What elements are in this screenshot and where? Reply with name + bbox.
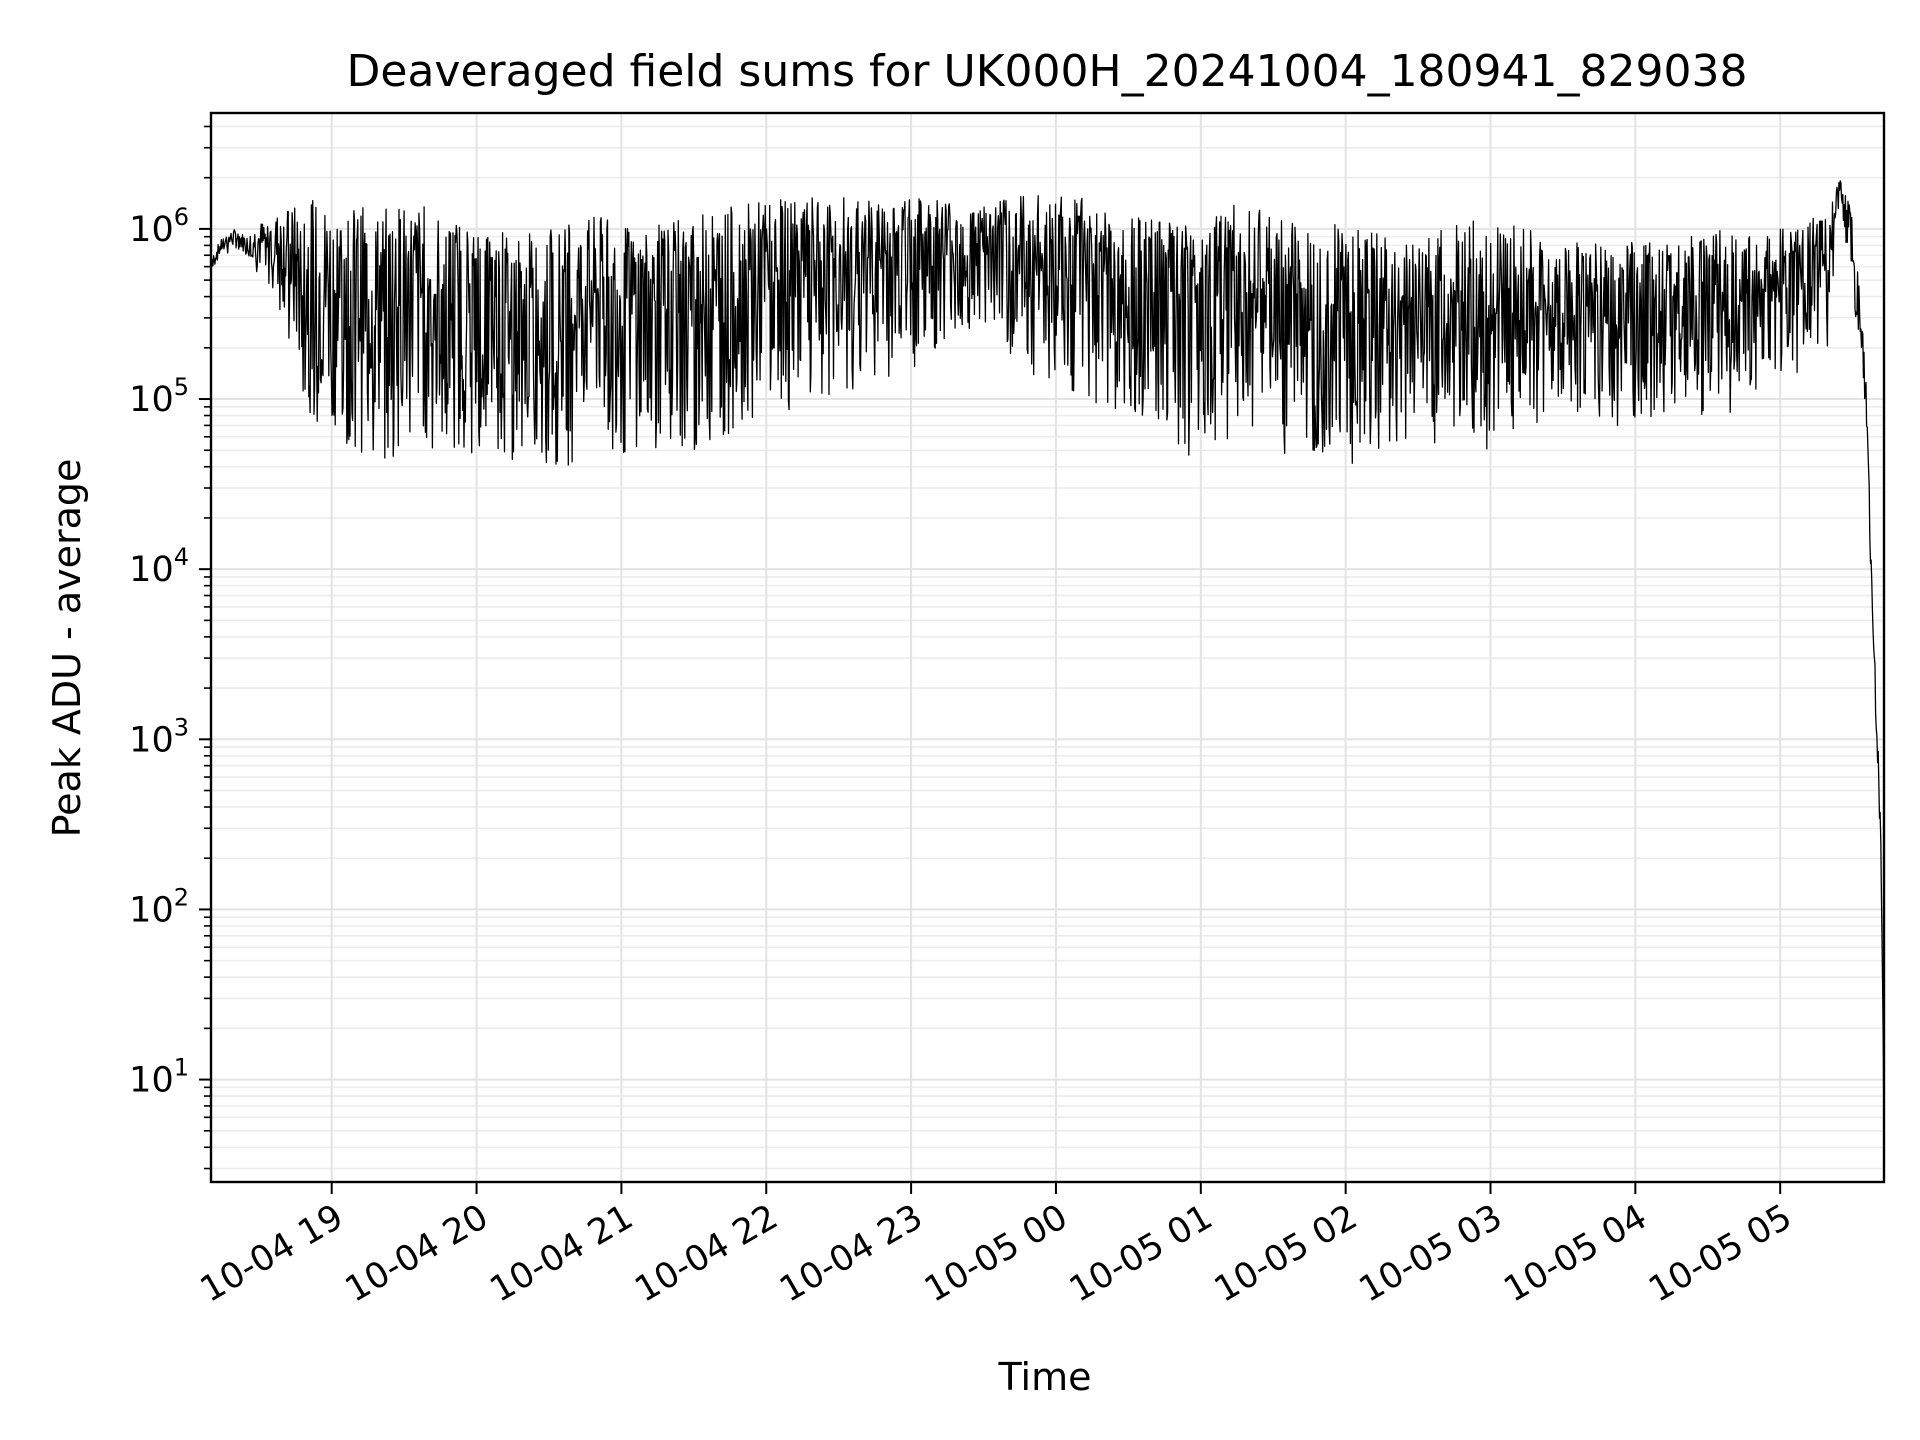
x-tick-label: 10-04 20	[339, 1197, 495, 1310]
x-axis-label: Time	[998, 1355, 1092, 1399]
x-tick-label: 10-04 22	[628, 1197, 784, 1310]
x-tick-label: 10-05 02	[1208, 1197, 1364, 1310]
chart-title: Deaveraged field sums for UK000H_2024100…	[347, 46, 1748, 97]
y-tick-label: 101	[129, 1054, 189, 1101]
y-axis: 101 102 103 104 105 106	[129, 125, 211, 1170]
y-tick-label: 102	[129, 883, 189, 930]
series-line	[210, 180, 1885, 1131]
y-axis-label: Peak ADU - average	[45, 459, 89, 838]
y-tick-label: 105	[129, 373, 189, 420]
x-tick-label: 10-04 23	[773, 1197, 929, 1310]
plot-frame	[209, 111, 1886, 1184]
x-tick-label: 10-05 03	[1353, 1197, 1509, 1310]
x-tick-label: 10-05 04	[1498, 1197, 1654, 1310]
x-tick-label: 10-05 00	[918, 1197, 1074, 1310]
y-tick-label: 106	[129, 203, 189, 250]
x-tick-label: 10-05 01	[1063, 1197, 1219, 1310]
x-tick-label: 10-04 19	[194, 1197, 350, 1310]
data-series	[210, 180, 1885, 1131]
y-tick-label: 104	[129, 543, 189, 590]
x-tick-label: 10-05 05	[1642, 1197, 1798, 1310]
x-tick-label: 10-04 21	[484, 1197, 640, 1310]
y-tick-label: 103	[129, 713, 189, 760]
